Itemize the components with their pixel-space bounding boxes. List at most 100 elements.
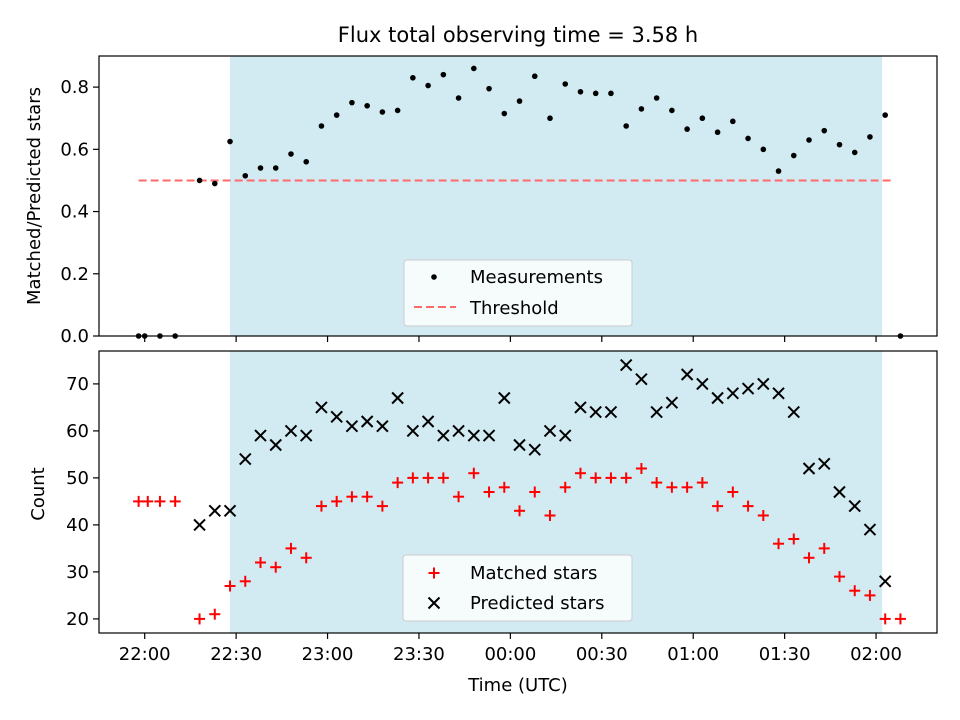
legend-label-predicted: Predicted stars bbox=[470, 593, 604, 614]
matched-star-point bbox=[483, 486, 495, 498]
predicted-star-point bbox=[711, 391, 724, 405]
predicted-star-point-b bbox=[802, 462, 816, 475]
legend-label-threshold: Threshold bbox=[469, 298, 559, 319]
matched-star-point bbox=[696, 477, 708, 489]
predicted-star-point bbox=[559, 429, 572, 442]
matched-star-point bbox=[142, 495, 154, 507]
measurement-point bbox=[501, 110, 508, 117]
measurement-point bbox=[211, 180, 218, 187]
predicted-star-point-b bbox=[330, 410, 343, 424]
matched-star-point bbox=[727, 486, 739, 498]
predicted-star-point-b bbox=[406, 424, 420, 438]
predicted-star-point bbox=[437, 429, 450, 442]
measurement-point bbox=[714, 129, 721, 136]
matched-star-point bbox=[407, 472, 419, 484]
predicted-star-point-b bbox=[848, 499, 861, 513]
matched-star-point bbox=[468, 467, 480, 479]
measurement-point bbox=[653, 95, 660, 101]
predicted-star-point bbox=[300, 429, 313, 442]
predicted-star-point-b bbox=[680, 368, 694, 381]
matched-star-point bbox=[712, 500, 724, 512]
predicted-star-point bbox=[863, 523, 877, 536]
measurement-point bbox=[760, 146, 767, 153]
matched-star-point bbox=[666, 481, 678, 493]
matched-star-point bbox=[757, 510, 769, 521]
measurement-point bbox=[257, 165, 264, 171]
measurement-point bbox=[333, 112, 340, 118]
top-y-axis-label: Matched/Predicted stars bbox=[24, 87, 45, 305]
predicted-star-point bbox=[833, 485, 846, 499]
measurement-point bbox=[821, 127, 828, 134]
measurement-point bbox=[669, 107, 675, 114]
predicted-star-point-b bbox=[589, 405, 602, 419]
matched-star-point bbox=[498, 481, 510, 493]
measurement-point bbox=[745, 135, 751, 142]
matched-star-point bbox=[209, 608, 221, 620]
legend-cross bbox=[427, 596, 441, 610]
predicted-star-point bbox=[604, 405, 618, 419]
matched-star-point bbox=[620, 472, 632, 484]
top-y-tick-label: 0.6 bbox=[60, 139, 89, 160]
bottom-y-ticks: 20 30 40 50 60 70 bbox=[66, 374, 99, 630]
predicted-star-point-b bbox=[421, 415, 435, 428]
predicted-star-point-b bbox=[467, 429, 481, 442]
predicted-star-point-b bbox=[223, 504, 237, 518]
measurement-point bbox=[318, 123, 325, 129]
measurement-point bbox=[790, 152, 797, 159]
bottom-y-tick-label: 40 bbox=[66, 515, 89, 536]
matched-star-point bbox=[453, 491, 465, 503]
matched-star-point bbox=[742, 500, 754, 512]
measurement-point bbox=[379, 109, 386, 115]
chart-title: Flux total observing time = 3.58 h bbox=[338, 23, 698, 47]
predicted-star-point-b bbox=[208, 504, 222, 518]
predicted-star-point bbox=[848, 499, 861, 513]
bottom-y-axis-label: Count bbox=[28, 467, 49, 520]
predicted-star-point-b bbox=[741, 382, 755, 395]
matched-star-point bbox=[514, 505, 526, 517]
predicted-star-point-b bbox=[619, 358, 633, 372]
bottom-x-tick-label: 22:00 bbox=[119, 644, 171, 665]
predicted-star-point-b bbox=[559, 429, 572, 442]
top-y-ticks: 0.0 0.2 0.4 0.6 0.8 bbox=[60, 77, 99, 347]
predicted-star-point-b bbox=[498, 391, 511, 405]
bottom-axes-frame bbox=[98, 350, 938, 634]
matched-star-point bbox=[574, 467, 586, 479]
bottom-y-tick-label: 60 bbox=[66, 421, 89, 442]
matched-star-point bbox=[376, 500, 388, 512]
predicted-star-point bbox=[619, 358, 633, 372]
matched-star-point bbox=[169, 495, 181, 507]
predicted-star-point-b bbox=[543, 424, 557, 438]
predicted-star-point-b bbox=[513, 438, 526, 452]
measurement-point bbox=[775, 168, 782, 174]
predicted-star-point bbox=[528, 443, 541, 456]
legend-label-measurements: Measurements bbox=[470, 267, 603, 288]
measurement-point bbox=[196, 177, 203, 184]
matched-star-point bbox=[651, 477, 663, 489]
predicted-star-point bbox=[360, 415, 374, 428]
matched-star-point bbox=[392, 477, 404, 489]
matched-star-point bbox=[590, 472, 602, 484]
bottom-y-tick-label: 20 bbox=[66, 609, 89, 630]
predicted-star-point-b bbox=[254, 429, 267, 442]
predicted-star-point-b bbox=[635, 372, 648, 386]
measurement-point bbox=[547, 115, 553, 122]
predicted-star-point bbox=[498, 391, 511, 405]
measurement-point bbox=[425, 82, 431, 89]
measurement-point bbox=[288, 151, 294, 157]
predicted-star-point-b bbox=[345, 419, 359, 433]
bottom-legend-box bbox=[402, 554, 633, 622]
bottom-x-axis-label: Time (UTC) bbox=[467, 675, 568, 696]
top-y-tick-label: 0.4 bbox=[60, 202, 89, 223]
matched-star-point bbox=[285, 542, 297, 554]
legend-marker-predicted bbox=[427, 596, 441, 610]
predicted-star-point-b bbox=[315, 401, 328, 414]
bottom-x-ticks: 22:00 22:30 23:00 23:30 00:00 00:30 01:00 01:30… bbox=[119, 633, 902, 665]
predicted-star-point-b bbox=[269, 438, 282, 452]
predicted-star-point-b bbox=[239, 452, 252, 466]
predicted-star-point bbox=[391, 391, 404, 405]
bottom-x-tick-label: 00:30 bbox=[576, 644, 628, 665]
measurement-point bbox=[303, 158, 310, 165]
matched-star-point bbox=[681, 481, 693, 493]
predicted-star-point-b bbox=[360, 415, 374, 428]
